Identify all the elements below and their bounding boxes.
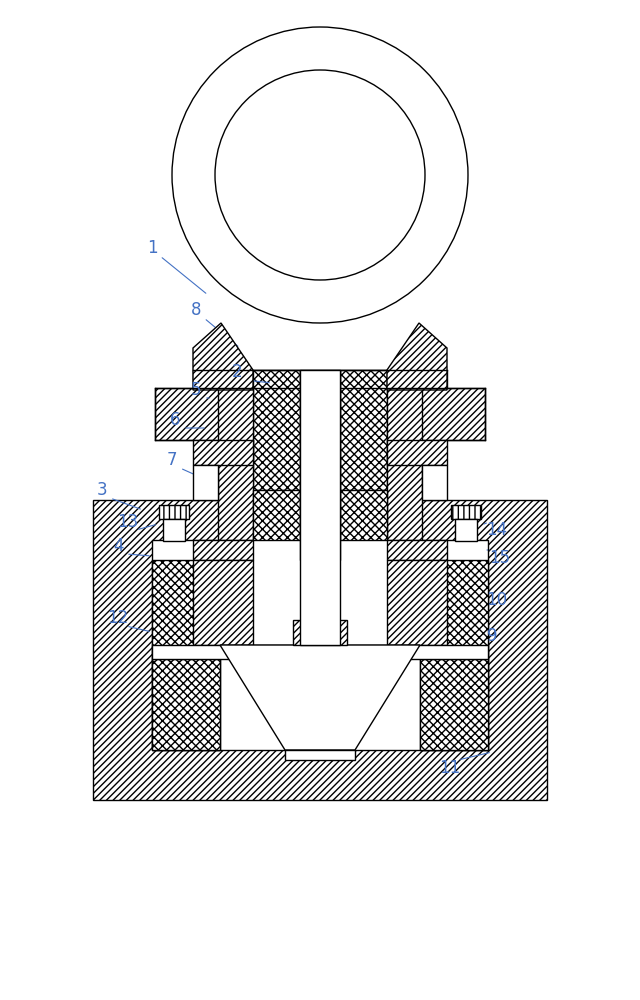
Bar xyxy=(300,370,340,645)
Text: 4: 4 xyxy=(113,537,124,555)
Text: 15: 15 xyxy=(490,549,511,567)
Bar xyxy=(387,388,485,440)
Text: 11: 11 xyxy=(440,759,461,777)
Bar xyxy=(93,500,547,800)
Text: 3: 3 xyxy=(97,481,108,499)
Bar xyxy=(152,645,488,659)
Text: 8: 8 xyxy=(191,301,201,319)
Bar xyxy=(193,440,253,465)
Bar xyxy=(422,465,447,500)
Bar xyxy=(340,490,387,560)
Bar xyxy=(300,370,340,560)
Bar xyxy=(218,388,253,560)
Bar xyxy=(163,519,185,541)
Bar xyxy=(155,388,253,440)
Text: 5: 5 xyxy=(191,381,201,399)
Text: 1: 1 xyxy=(147,239,157,257)
Bar xyxy=(159,505,189,519)
Bar xyxy=(293,620,347,645)
Text: 2: 2 xyxy=(232,363,243,381)
Ellipse shape xyxy=(215,70,425,280)
Bar xyxy=(152,560,220,750)
Bar xyxy=(193,540,253,560)
Bar xyxy=(193,465,218,500)
Bar xyxy=(451,505,481,519)
Bar xyxy=(193,560,253,645)
Text: 10: 10 xyxy=(486,591,508,609)
Bar xyxy=(340,370,387,490)
Bar xyxy=(420,560,488,750)
Text: 14: 14 xyxy=(486,521,508,539)
Bar xyxy=(253,370,300,490)
Bar xyxy=(455,519,477,541)
Ellipse shape xyxy=(172,27,468,323)
Bar xyxy=(152,540,488,750)
Bar xyxy=(387,440,447,465)
Text: 9: 9 xyxy=(487,627,497,645)
Bar xyxy=(152,540,488,750)
Text: 7: 7 xyxy=(167,451,177,469)
Text: 12: 12 xyxy=(108,609,129,627)
Bar xyxy=(253,490,300,560)
Bar xyxy=(387,560,447,645)
Text: 13: 13 xyxy=(117,513,139,531)
Bar xyxy=(285,750,355,760)
Bar xyxy=(193,370,447,400)
Bar xyxy=(152,659,220,750)
Polygon shape xyxy=(387,323,447,390)
Text: 6: 6 xyxy=(170,411,180,429)
Bar xyxy=(387,540,447,560)
Bar xyxy=(387,388,422,560)
Polygon shape xyxy=(220,645,420,750)
Bar xyxy=(420,659,488,750)
Polygon shape xyxy=(193,323,253,390)
